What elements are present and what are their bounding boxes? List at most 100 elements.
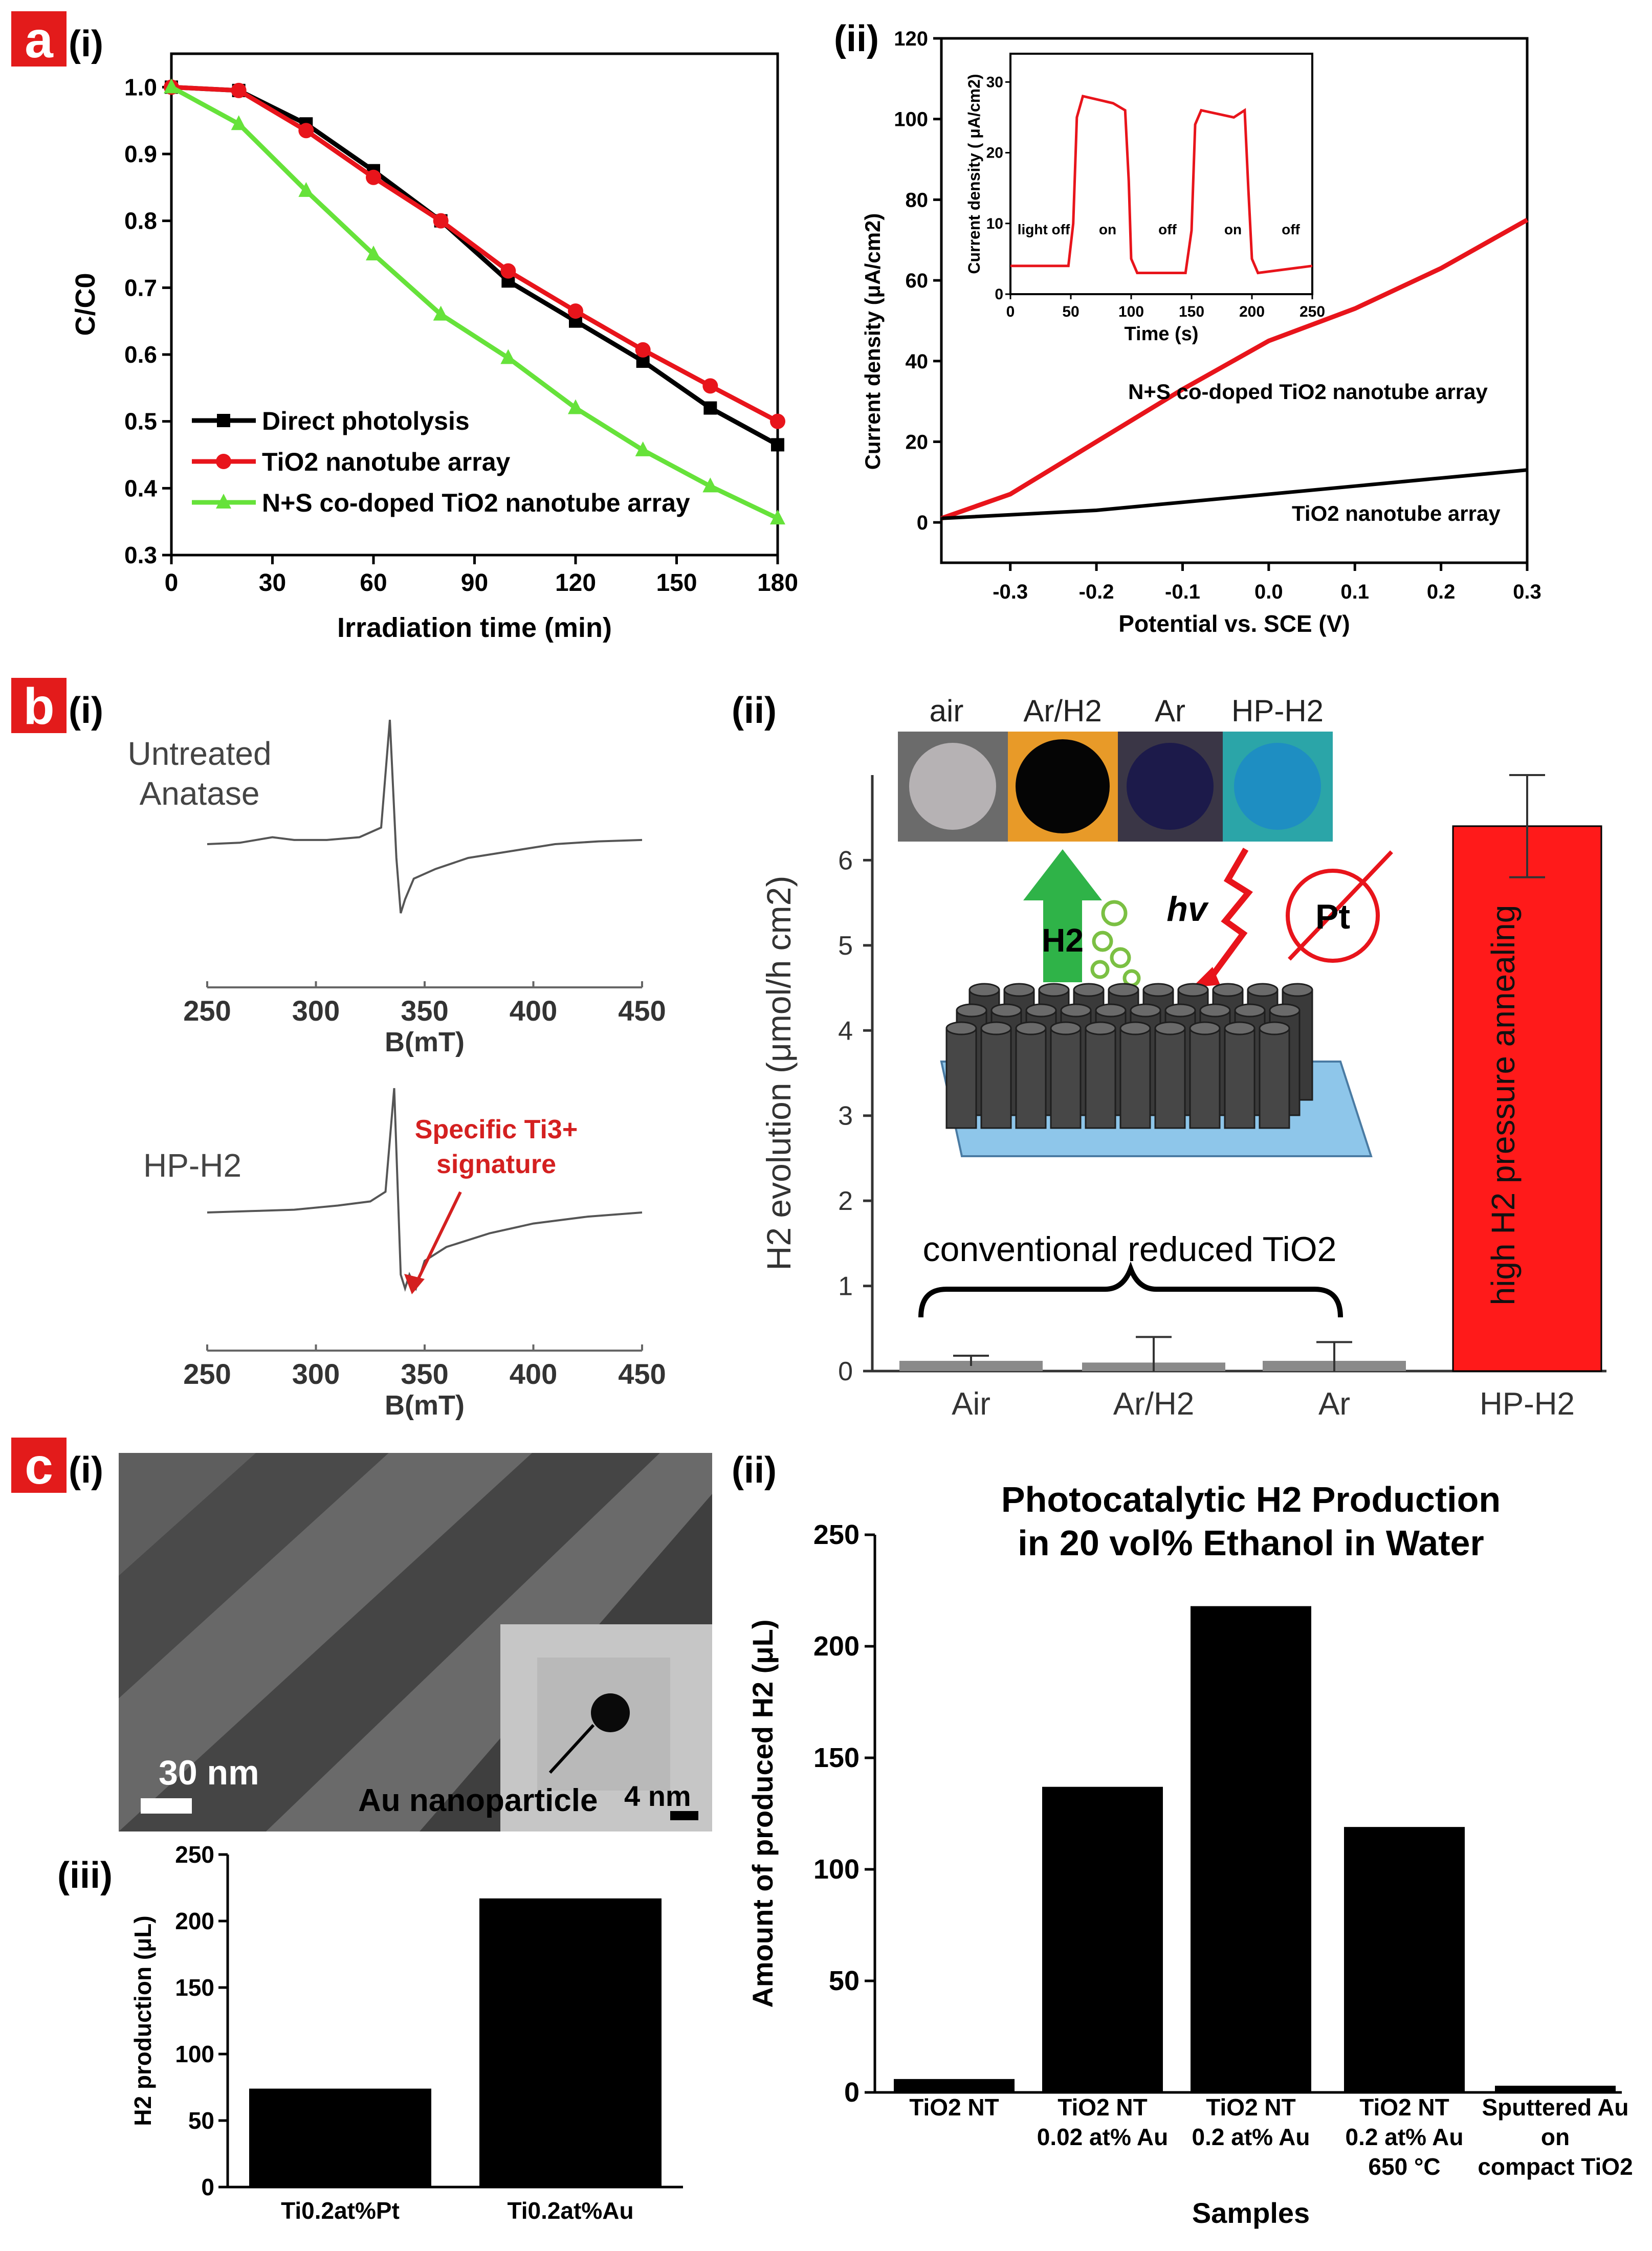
pt-label: Pt bbox=[1315, 897, 1350, 936]
light-hv-icon: hv bbox=[1166, 847, 1253, 987]
inset-annotation: on bbox=[1224, 222, 1242, 237]
x-tick-label: Ar/H2 bbox=[1113, 1386, 1194, 1422]
au-nanoparticle bbox=[591, 1693, 630, 1732]
bar bbox=[1191, 1606, 1311, 2092]
nanotube-top bbox=[1050, 1021, 1082, 1035]
chart-a-i: 0 30 60 90 120 150 180 0.3 0.4 0.5 0.6 0.7 0.8 0.9 1.0… bbox=[70, 52, 798, 643]
x-tick-label: 60 bbox=[360, 569, 387, 597]
chart-c-iii: 0 50 100 150 200 250 H2 production (μL) Ti0.2at… bbox=[129, 1841, 683, 2224]
y-tick-label: 60 bbox=[906, 270, 929, 292]
nanotube bbox=[945, 1027, 977, 1129]
series-line bbox=[940, 217, 1529, 521]
bar-annotation-hp: high H2 pressure annealing bbox=[1485, 905, 1522, 1306]
series-line bbox=[170, 85, 779, 521]
label-line: Untreated bbox=[127, 735, 271, 772]
nanotube-top bbox=[1259, 1021, 1290, 1035]
y-tick-label: 0.6 bbox=[124, 341, 157, 368]
data-point bbox=[770, 413, 785, 429]
x-tick-label: compact TiO2 bbox=[1478, 2153, 1633, 2180]
bar bbox=[479, 1898, 662, 2187]
x-tick-label: 150 bbox=[656, 569, 697, 597]
panel-a-label: a (i) bbox=[11, 11, 103, 69]
data-point bbox=[702, 477, 718, 493]
data-point bbox=[298, 182, 314, 197]
nanotube-top bbox=[1282, 983, 1313, 997]
nanotube bbox=[1050, 1027, 1082, 1129]
x-tick-label: 450 bbox=[618, 995, 666, 1027]
series-label-nsdoped: N+S co-doped TiO2 nanotube array bbox=[1128, 380, 1488, 404]
nanotube bbox=[1259, 1027, 1290, 1129]
nanotube-top bbox=[1224, 1021, 1255, 1035]
x-tick-label: 400 bbox=[510, 1358, 557, 1390]
plot-frame bbox=[170, 52, 779, 557]
y-tick-label: 120 bbox=[894, 28, 928, 50]
y-tick-label: 0.4 bbox=[124, 475, 157, 501]
x-tick-label: Ar bbox=[1318, 1386, 1350, 1422]
bar bbox=[1042, 1786, 1163, 2092]
sample-photo-strip: air Ar/H2 Ar HP-H2 bbox=[898, 694, 1333, 842]
nanotube-top bbox=[1212, 983, 1244, 997]
panel-c-i-label: (i) bbox=[69, 1450, 103, 1491]
y-tick-label: 100 bbox=[175, 2041, 214, 2067]
nanotube-top bbox=[1199, 1003, 1231, 1018]
y-axis-label: H2 evolution (μmol/h cm2) bbox=[760, 876, 798, 1271]
x-tick-label: 400 bbox=[510, 995, 557, 1027]
label-line: signature bbox=[436, 1150, 556, 1179]
chart-title: in 20 vol% Ethanol in Water bbox=[1018, 1523, 1484, 1563]
data-point bbox=[500, 349, 516, 364]
nanotube-top bbox=[945, 1021, 977, 1035]
nanotube-top bbox=[1142, 983, 1174, 997]
y-tick-label: 200 bbox=[175, 1908, 214, 1934]
legend-marker bbox=[216, 454, 231, 469]
data-point bbox=[702, 378, 718, 394]
series-label-untreated: Untreated Anatase bbox=[127, 735, 271, 812]
bar bbox=[1452, 825, 1602, 1372]
inset-y-tick-label: 10 bbox=[986, 215, 1003, 232]
panel-b-letter: b bbox=[23, 678, 54, 735]
nanotube-top bbox=[1247, 983, 1279, 997]
photo-label-hph2: HP-H2 bbox=[1231, 694, 1324, 728]
inset-annotation: light off bbox=[1018, 222, 1070, 237]
inset-y-tick-label: 30 bbox=[986, 74, 1003, 91]
nanotube-top bbox=[1085, 1021, 1116, 1035]
hv-label: hv bbox=[1166, 890, 1209, 929]
scalebar-main bbox=[141, 1798, 192, 1814]
series-line bbox=[171, 84, 779, 447]
ti3-arrow bbox=[415, 1191, 462, 1283]
nanotube bbox=[1154, 1027, 1186, 1129]
data-point bbox=[231, 115, 247, 130]
y-tick-label: 2 bbox=[838, 1186, 853, 1216]
nanotube-top bbox=[1189, 1021, 1221, 1035]
data-point bbox=[500, 263, 516, 279]
nanotube-top bbox=[1015, 1021, 1047, 1035]
x-tick-label: TiO2 NT bbox=[1359, 2094, 1449, 2121]
h2-arrow-icon: H2 bbox=[1023, 849, 1102, 982]
y-tick-label: 150 bbox=[813, 1742, 860, 1773]
chart-b-i: 250 300 350 400 450 B(mT) 250 300 350 400 450 B(mT)… bbox=[127, 719, 666, 1421]
data-point bbox=[771, 438, 784, 452]
x-tick-label: Air bbox=[952, 1386, 990, 1422]
x-tick-label: 300 bbox=[292, 995, 340, 1027]
nanotube-top bbox=[1234, 1003, 1266, 1018]
x-tick-label: 0.1 bbox=[1340, 581, 1369, 603]
series-label-hph2: HP-H2 bbox=[143, 1147, 241, 1184]
data-point bbox=[366, 169, 381, 185]
y-tick-label: 80 bbox=[906, 189, 929, 211]
epr-spectrum bbox=[207, 1088, 643, 1292]
inset-x-tick-label: 50 bbox=[1062, 303, 1079, 320]
y-tick-label: 0 bbox=[201, 2174, 214, 2200]
y-tick-label: 1.0 bbox=[124, 74, 157, 100]
chart-b-ii: 0 1 2 3 4 5 6 H2 evolution (μmol/h cm2) Air Ar/H2… bbox=[760, 774, 1606, 1422]
data-point bbox=[164, 78, 179, 94]
nanotube bbox=[1119, 1027, 1151, 1129]
panel-c-box bbox=[11, 1438, 67, 1493]
x-tick-label: 250 bbox=[183, 995, 231, 1027]
x-tick-label: 180 bbox=[757, 569, 798, 597]
x-tick-label: Sputtered Au bbox=[1482, 2094, 1628, 2121]
x-tick-label: 650 °C bbox=[1368, 2153, 1440, 2180]
tem-image: 30 nm 4 nm Au nanoparticle bbox=[119, 1453, 712, 1831]
nanotube-top bbox=[1154, 1021, 1186, 1035]
x-tick-label: HP-H2 bbox=[1480, 1386, 1575, 1422]
x-tick-label: -0.2 bbox=[1079, 581, 1114, 603]
nanotube-top bbox=[1177, 983, 1209, 997]
